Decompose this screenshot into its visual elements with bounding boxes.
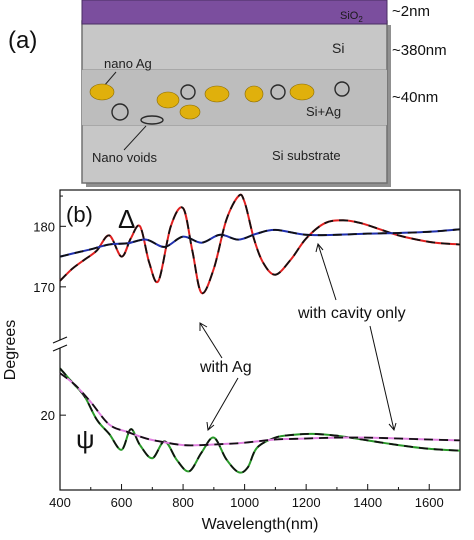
ag-particle bbox=[179, 104, 201, 120]
psi-symbol: ψ bbox=[76, 424, 95, 454]
x-axis-title: Wavelength(nm) bbox=[202, 516, 319, 533]
x-tick-label: 600 bbox=[111, 495, 133, 510]
nano-ag-pointer bbox=[103, 71, 117, 87]
x-tick-label: 1600 bbox=[415, 495, 444, 510]
arrowhead-with-ag-down bbox=[206, 421, 215, 431]
si-thickness-label: ~380nm bbox=[392, 42, 447, 59]
arrowhead-with-ag-up bbox=[199, 322, 208, 331]
nano-void bbox=[111, 103, 129, 121]
arrow-with-ag-down bbox=[207, 377, 239, 431]
x-tick-label: 400 bbox=[49, 495, 71, 510]
ag-particle bbox=[244, 85, 264, 103]
sio2-layer-label: SiO2 bbox=[340, 10, 363, 24]
nano-void bbox=[334, 81, 350, 97]
x-tick-label: 1000 bbox=[230, 495, 259, 510]
ticks-layer: 400 600 800 1000 1200 1400 1600 170 180 20 bbox=[33, 195, 461, 510]
cavity-only-annotation: with cavity only bbox=[297, 305, 406, 322]
panel-b-label: (b) bbox=[66, 202, 93, 227]
arrow-with-ag-up bbox=[199, 322, 223, 359]
nano-voids-pointer bbox=[123, 125, 147, 151]
nano-ag-label: nano Ag bbox=[104, 56, 152, 71]
nano-voids bbox=[111, 81, 350, 125]
fit-line-delta-1 bbox=[59, 228, 461, 258]
fit-line-psi-3 bbox=[59, 372, 461, 447]
ag-particle bbox=[156, 91, 180, 109]
y-tick-label: 20 bbox=[41, 408, 55, 423]
series-line-psi-3 bbox=[59, 372, 461, 447]
arrow-cavity-up bbox=[317, 243, 337, 301]
x-tick-label: 1200 bbox=[292, 495, 321, 510]
ag-particle bbox=[289, 83, 315, 101]
panel-a-label: (a) bbox=[8, 27, 37, 54]
fit-line-delta-0 bbox=[59, 193, 461, 295]
si-ag-layer-label: Si+Ag bbox=[306, 104, 341, 119]
ag-particle bbox=[204, 85, 230, 103]
series-layer bbox=[59, 193, 461, 474]
si-ag-layer bbox=[82, 70, 387, 125]
nano-void bbox=[180, 84, 196, 100]
nano-void bbox=[140, 115, 164, 125]
x-tick-label: 800 bbox=[172, 495, 194, 510]
y-axis-title: Degrees bbox=[2, 320, 19, 380]
ag-particles bbox=[89, 83, 315, 120]
arrowhead-cavity-down bbox=[388, 422, 397, 432]
delta-symbol: Δ bbox=[118, 204, 135, 234]
arrowhead-cavity-up bbox=[315, 242, 324, 253]
nano-voids-label: Nano voids bbox=[92, 150, 158, 165]
sio2-layer bbox=[81, 0, 388, 25]
axis-break bbox=[52, 336, 68, 352]
fit-line-psi-2 bbox=[59, 367, 461, 474]
sio2-thickness-label: ~2nm bbox=[392, 3, 430, 20]
panel-b: (b) Δ ψ 400 600 800 1000 1200 1400 1600 170 180 2… bbox=[2, 189, 461, 533]
si-layer-label: Si bbox=[332, 40, 344, 56]
si-ag-thickness-label: ~40nm bbox=[392, 89, 438, 106]
x-tick-label: 1400 bbox=[353, 495, 382, 510]
nano-void bbox=[270, 84, 286, 100]
with-ag-annotation: with Ag bbox=[199, 359, 252, 376]
y-tick-label: 180 bbox=[33, 219, 55, 234]
y-tick-label: 170 bbox=[33, 280, 55, 295]
panel-a: SiO2 (a) Si nano Ag Si+Ag Nano voids Si … bbox=[8, 0, 447, 187]
si-substrate-label: Si substrate bbox=[272, 148, 341, 163]
annotation-arrows bbox=[199, 242, 397, 432]
arrow-cavity-down bbox=[369, 325, 395, 431]
axis-break-mark bbox=[52, 344, 68, 352]
axis-break-gap bbox=[56, 340, 65, 348]
ag-particle bbox=[89, 83, 115, 101]
series-line-psi-2 bbox=[59, 367, 461, 474]
axis-break-mark bbox=[52, 336, 68, 344]
